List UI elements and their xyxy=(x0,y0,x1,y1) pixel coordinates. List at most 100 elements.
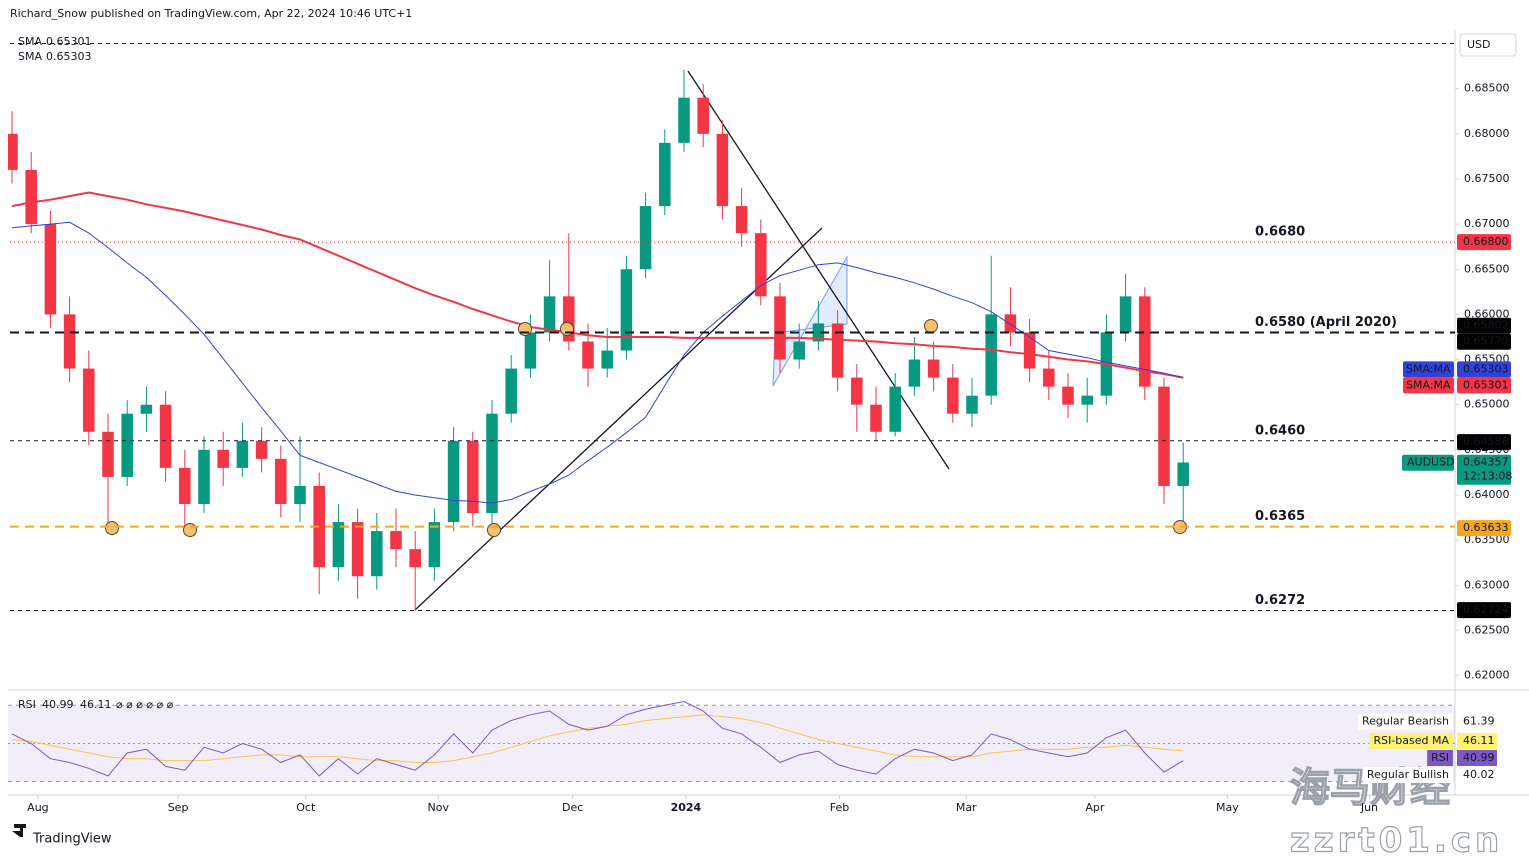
rsi-tag-value: 40.99 xyxy=(1463,751,1495,764)
price-tag xyxy=(1457,520,1511,537)
candle-body xyxy=(44,224,57,315)
y-tick-label: 0.63000 xyxy=(1464,578,1510,591)
candle-body xyxy=(505,368,517,414)
y-tick-label: 0.62500 xyxy=(1464,623,1510,636)
price-tag-label: 0.62724 xyxy=(1463,603,1509,616)
candle-body xyxy=(390,531,402,550)
symbol-label: AUDUSD xyxy=(1407,456,1455,469)
candle-body xyxy=(697,97,709,134)
price-tag-label: 0.65770 xyxy=(1463,335,1509,348)
rsi-tag-name-bg xyxy=(1427,750,1453,767)
candle-body xyxy=(774,296,786,360)
candle-body xyxy=(716,133,729,207)
candle-body xyxy=(812,323,825,342)
candle-body xyxy=(831,323,844,378)
candle-body xyxy=(1062,386,1074,405)
candle-body xyxy=(351,522,364,577)
candle-body xyxy=(25,169,37,225)
candle-body xyxy=(908,359,921,387)
candle-body xyxy=(735,206,748,234)
currency[interactable]: USD xyxy=(1467,38,1491,51)
rsi-tag-value: 61.39 xyxy=(1463,715,1495,728)
marker xyxy=(183,523,197,537)
header: Richard_Snow published on TradingView.co… xyxy=(10,7,412,20)
rsi-legend-value: 46.11 xyxy=(80,698,112,711)
rsi-pane xyxy=(8,700,1455,783)
y-tick-label: 0.64000 xyxy=(1464,488,1510,501)
y-tick-label: 0.67000 xyxy=(1464,217,1510,230)
rsi-band xyxy=(8,705,1455,782)
y-tick-label: 0.66500 xyxy=(1464,262,1510,275)
candle-body xyxy=(601,350,613,369)
sma-tag xyxy=(1403,377,1454,394)
symbol-tag xyxy=(1402,454,1454,471)
candle-body xyxy=(121,413,133,477)
candle-body xyxy=(159,404,172,468)
rsi-line xyxy=(11,700,1184,777)
candles xyxy=(8,69,1189,611)
x-tick-label: May xyxy=(1216,801,1239,814)
countdown: 12:13:08 xyxy=(1463,470,1512,483)
trendline xyxy=(414,227,823,611)
price-tag xyxy=(1457,377,1511,394)
candle-body xyxy=(198,449,210,505)
rsi-tag-name-bg xyxy=(1362,767,1453,784)
legend-name: SMA xyxy=(18,50,42,63)
rsi-tag-name: Regular Bearish xyxy=(1362,715,1449,728)
candle-body xyxy=(1004,314,1017,333)
price-tag-label: 0.64357 xyxy=(1463,456,1509,469)
candle-body xyxy=(927,359,940,378)
rsi-tag-value: 46.11 xyxy=(1463,734,1495,747)
candle-body xyxy=(1043,368,1055,387)
x-tick-label: Aug xyxy=(27,801,48,814)
price-tag-label: 0.65303 xyxy=(1463,362,1509,375)
candle-body xyxy=(1081,395,1093,405)
candle-body xyxy=(889,386,901,432)
x-tick-label: Feb xyxy=(830,801,849,814)
tv-logo xyxy=(12,824,26,837)
candle-body xyxy=(1177,462,1189,486)
candle-body xyxy=(985,314,997,396)
y-tick-label: 0.66000 xyxy=(1464,307,1510,320)
rsi-tag-value: 40.02 xyxy=(1463,768,1495,781)
price-tag-label: 0.65802 xyxy=(1463,319,1509,332)
candle-body xyxy=(83,368,95,432)
marker xyxy=(560,322,574,336)
sma-tag-label: SMA:MA xyxy=(1406,362,1451,375)
candle-body xyxy=(524,332,537,369)
candle-body xyxy=(678,97,690,143)
candle-body xyxy=(102,431,114,477)
x-tick-label: Oct xyxy=(296,801,316,814)
candle-body xyxy=(639,206,652,270)
price-tag-label: 0.65301 xyxy=(1463,378,1509,391)
price-tag xyxy=(1457,434,1511,451)
candle-body xyxy=(582,341,594,369)
sma-line xyxy=(11,221,1184,504)
currency-button[interactable] xyxy=(1459,33,1517,57)
sma-tag-label: SMA:MA xyxy=(1406,378,1451,391)
rsi-tag-name-bg xyxy=(1369,733,1453,750)
rsi-tag xyxy=(1457,713,1497,730)
y-tick-label: 0.65000 xyxy=(1464,398,1510,411)
y-tick-label: 0.62000 xyxy=(1464,669,1510,682)
candle-body xyxy=(1158,386,1170,486)
candle-body xyxy=(793,341,805,360)
y-tick-label: 0.63500 xyxy=(1464,533,1510,546)
trendline xyxy=(687,70,950,470)
price-tag-label: 0.66800 xyxy=(1463,235,1509,248)
price-tag xyxy=(1457,361,1511,378)
candle-body xyxy=(294,485,306,505)
candle-body xyxy=(467,440,479,514)
candle-body xyxy=(543,296,556,333)
rsi-title: RSI xyxy=(18,698,36,711)
candle-body xyxy=(332,522,345,568)
rsi-tag xyxy=(1457,733,1497,750)
level-label: 0.6365 xyxy=(1255,509,1305,524)
candle-body xyxy=(447,440,460,523)
price-tag-label: 0.63633 xyxy=(1463,521,1509,534)
candle-body xyxy=(563,296,575,342)
level-label: 0.6680 xyxy=(1255,225,1305,240)
rsi-tag-name-bg xyxy=(1357,713,1453,730)
level-label: 0.6580 (April 2020) xyxy=(1255,315,1397,330)
sma-line xyxy=(11,191,1184,379)
